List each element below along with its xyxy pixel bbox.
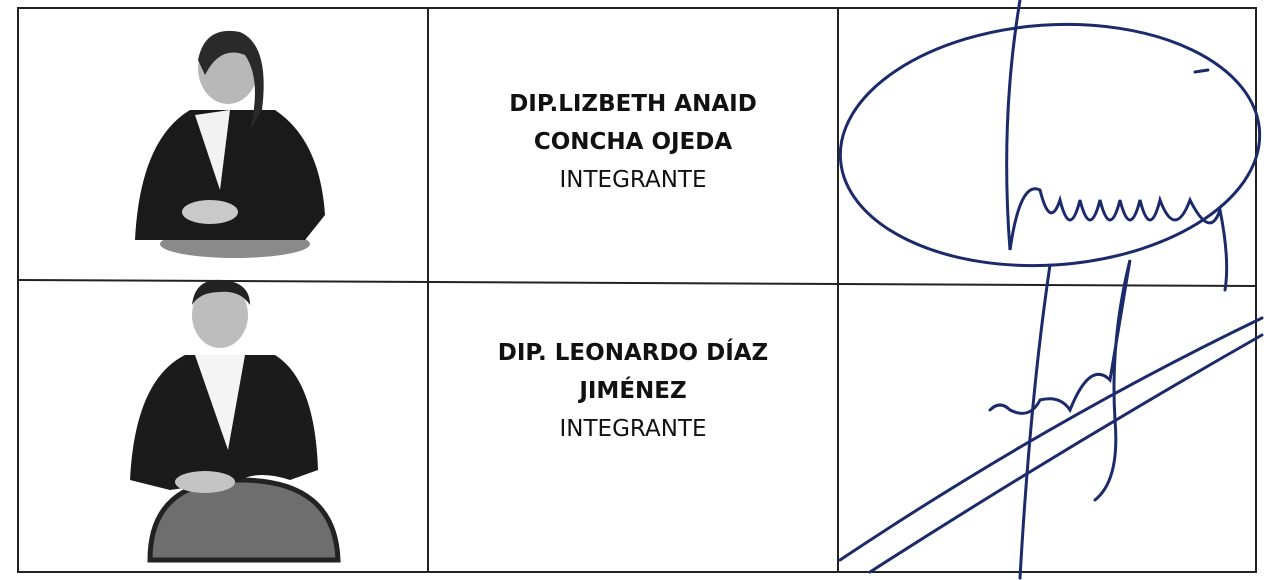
member-cell: DIP.LIZBETH ANAID CONCHA OJEDA INTEGRANT… <box>428 85 838 199</box>
member-role: INTEGRANTE <box>559 167 707 193</box>
member-name: CONCHA OJEDA <box>533 129 733 155</box>
signature-2 <box>838 259 1264 580</box>
member-name: JIMÉNEZ <box>579 378 687 404</box>
photo-woman <box>135 30 325 258</box>
table-grid <box>17 7 1257 573</box>
member-name: DIP. LEONARDO DÍAZ <box>497 340 769 366</box>
table-border <box>17 7 1257 573</box>
member-cell: DIP. LEONARDO DÍAZ JIMÉNEZ INTEGRANTE <box>428 334 838 448</box>
signature-1 <box>838 0 1262 292</box>
photo-man <box>130 279 341 563</box>
member-name: DIP.LIZBETH ANAID <box>509 91 757 117</box>
member-role: INTEGRANTE <box>559 416 707 442</box>
